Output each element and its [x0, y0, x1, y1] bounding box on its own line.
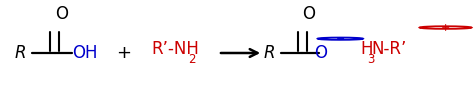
Text: O: O: [314, 44, 327, 62]
Text: 3: 3: [367, 53, 374, 66]
Text: R: R: [15, 44, 26, 62]
Text: O: O: [302, 5, 316, 23]
Text: R’-NH: R’-NH: [152, 40, 200, 58]
Text: 2: 2: [188, 53, 195, 66]
Text: R: R: [264, 44, 275, 62]
Text: O: O: [55, 5, 68, 23]
Text: +: +: [116, 44, 131, 62]
Text: OH: OH: [72, 44, 98, 62]
Text: N-R’: N-R’: [372, 40, 407, 58]
Text: −: −: [336, 34, 345, 44]
Text: +: +: [441, 23, 450, 33]
Text: H: H: [360, 40, 373, 58]
